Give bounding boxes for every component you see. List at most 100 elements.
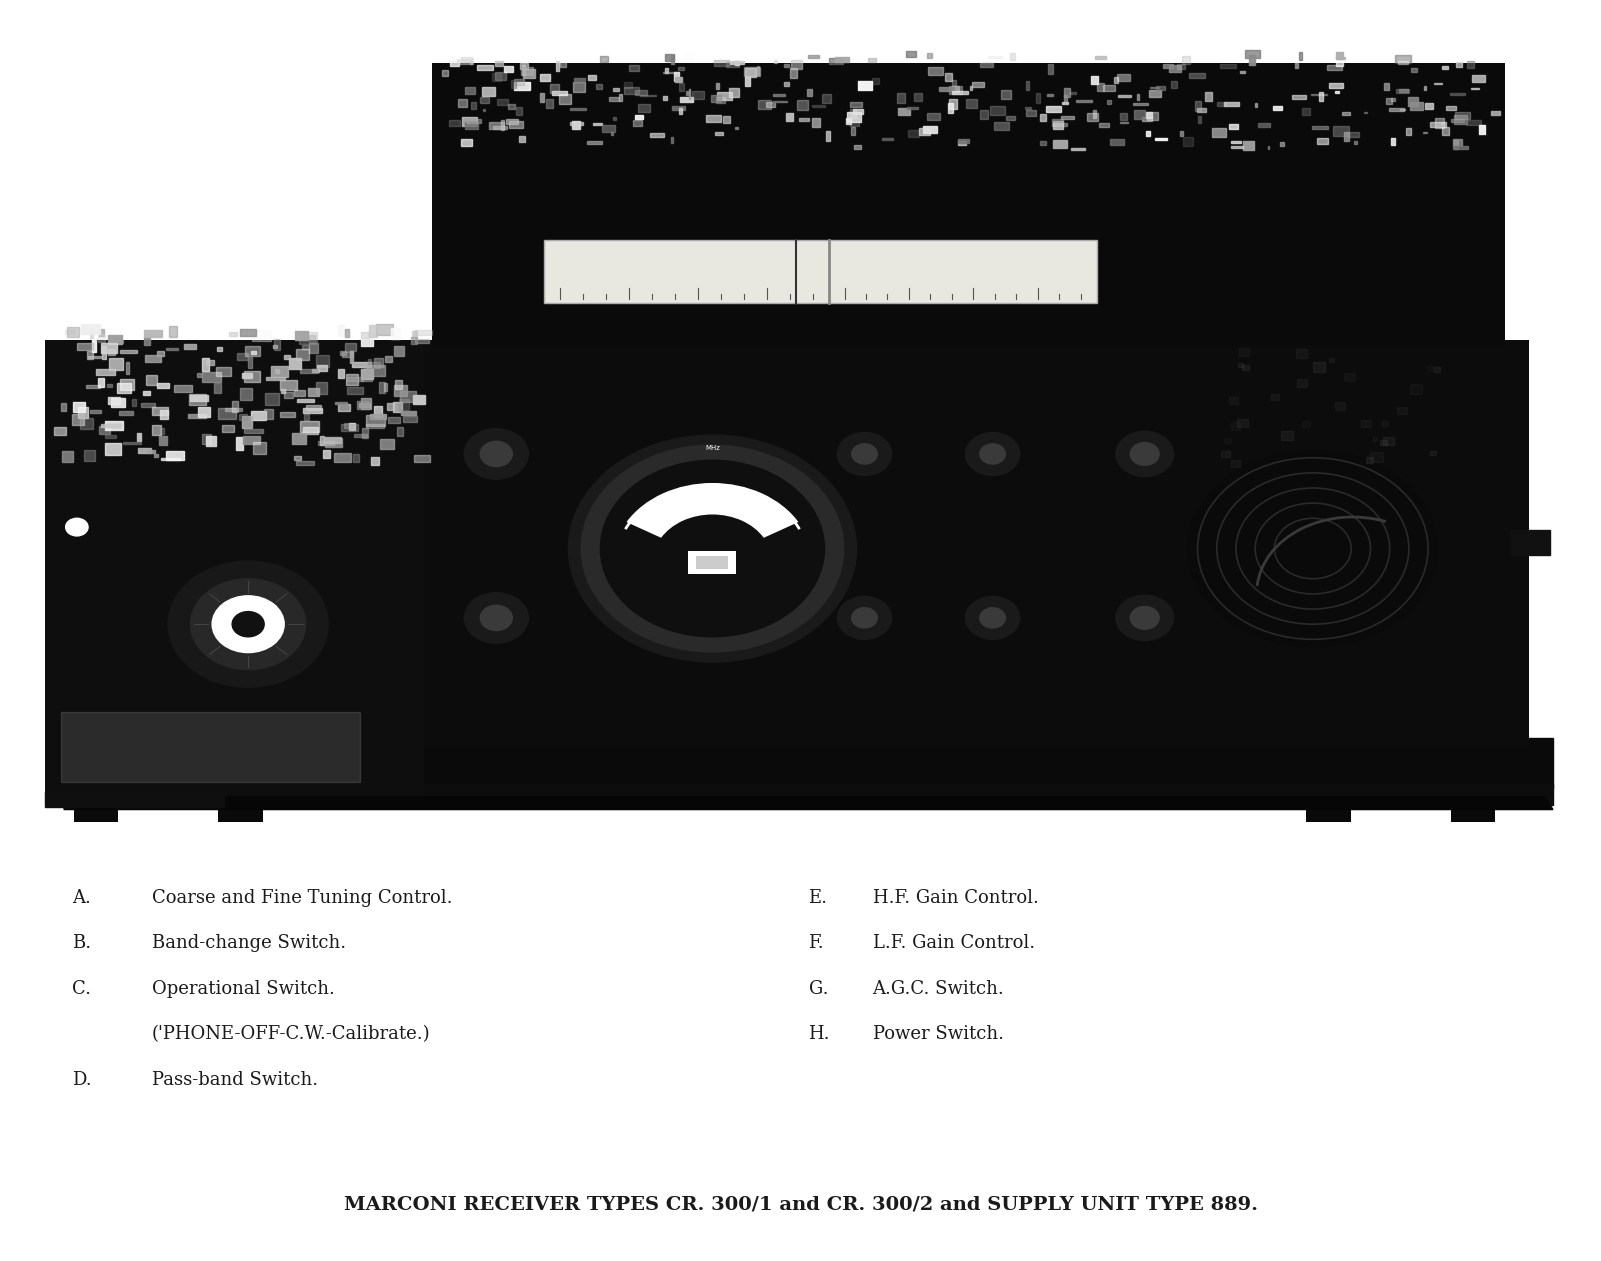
Polygon shape [224, 409, 242, 411]
Polygon shape [248, 356, 251, 368]
Polygon shape [1434, 367, 1441, 372]
Polygon shape [492, 73, 501, 81]
Polygon shape [663, 72, 677, 73]
Polygon shape [61, 402, 66, 411]
Polygon shape [1156, 86, 1166, 91]
Polygon shape [613, 88, 618, 91]
Polygon shape [1206, 92, 1212, 101]
Circle shape [852, 444, 877, 464]
Bar [1306, 802, 1351, 822]
Polygon shape [797, 101, 809, 110]
Polygon shape [970, 86, 972, 90]
Polygon shape [730, 88, 740, 97]
Polygon shape [812, 119, 820, 127]
Polygon shape [717, 83, 719, 90]
Polygon shape [677, 68, 684, 69]
Polygon shape [624, 82, 632, 88]
Polygon shape [1223, 102, 1239, 106]
Text: E.: E. [809, 889, 828, 907]
Polygon shape [1455, 62, 1462, 67]
Polygon shape [744, 68, 756, 77]
Polygon shape [386, 404, 394, 411]
Polygon shape [914, 93, 922, 101]
Polygon shape [126, 362, 130, 373]
Polygon shape [953, 79, 956, 86]
Polygon shape [679, 83, 684, 91]
Polygon shape [1230, 397, 1238, 404]
Polygon shape [77, 343, 93, 349]
Polygon shape [367, 415, 384, 425]
Circle shape [1188, 450, 1438, 647]
Polygon shape [1342, 112, 1350, 115]
Bar [432, 63, 1505, 346]
Polygon shape [552, 91, 567, 95]
Polygon shape [373, 358, 383, 367]
Polygon shape [309, 343, 319, 353]
Polygon shape [184, 344, 195, 349]
Polygon shape [1198, 116, 1201, 124]
Polygon shape [629, 66, 639, 71]
Polygon shape [99, 425, 110, 434]
Bar [74, 802, 118, 822]
Polygon shape [1108, 100, 1111, 103]
Polygon shape [170, 327, 178, 337]
Polygon shape [1406, 127, 1410, 135]
Polygon shape [1383, 83, 1390, 91]
Polygon shape [949, 100, 957, 108]
Polygon shape [495, 61, 503, 66]
Polygon shape [394, 346, 405, 356]
Polygon shape [1231, 422, 1241, 430]
Polygon shape [296, 462, 314, 465]
Polygon shape [240, 414, 247, 420]
Polygon shape [744, 67, 759, 76]
Bar [544, 240, 1097, 303]
Polygon shape [325, 438, 341, 444]
Polygon shape [559, 95, 570, 103]
Polygon shape [346, 329, 349, 337]
Polygon shape [1335, 57, 1345, 59]
Polygon shape [1150, 90, 1161, 97]
Polygon shape [299, 332, 317, 344]
Polygon shape [826, 131, 831, 141]
Polygon shape [191, 395, 208, 401]
Polygon shape [78, 407, 88, 419]
Text: B.: B. [72, 934, 91, 952]
Polygon shape [370, 414, 386, 419]
Polygon shape [61, 712, 360, 782]
Circle shape [211, 596, 285, 653]
Circle shape [480, 605, 512, 630]
Polygon shape [613, 117, 616, 120]
Polygon shape [187, 414, 207, 419]
Polygon shape [274, 344, 277, 348]
Polygon shape [730, 62, 738, 63]
Polygon shape [362, 368, 373, 380]
Polygon shape [1335, 91, 1338, 93]
Text: MARCONI RECEIVER TYPES CR. 300/1 and CR. 300/2 and SUPPLY UNIT TYPE 889.: MARCONI RECEIVER TYPES CR. 300/1 and CR.… [344, 1195, 1257, 1213]
Polygon shape [908, 130, 919, 137]
Circle shape [965, 596, 1020, 639]
Polygon shape [98, 334, 104, 342]
Polygon shape [251, 352, 256, 354]
Polygon shape [812, 105, 826, 107]
Polygon shape [610, 97, 620, 101]
Polygon shape [1313, 362, 1324, 372]
Polygon shape [142, 391, 150, 395]
Polygon shape [1053, 121, 1063, 129]
Circle shape [1130, 443, 1159, 465]
Polygon shape [1394, 55, 1410, 63]
Polygon shape [560, 61, 567, 67]
Polygon shape [1231, 145, 1242, 149]
Polygon shape [1471, 74, 1486, 82]
Polygon shape [413, 329, 432, 334]
Polygon shape [767, 102, 775, 107]
Polygon shape [1061, 102, 1068, 105]
Polygon shape [1231, 459, 1241, 467]
Polygon shape [1026, 110, 1036, 116]
Circle shape [852, 608, 877, 628]
Text: C.: C. [72, 980, 91, 997]
Polygon shape [1255, 102, 1257, 107]
Polygon shape [666, 68, 668, 73]
Polygon shape [953, 91, 967, 95]
Wedge shape [626, 483, 799, 538]
Polygon shape [735, 61, 740, 66]
